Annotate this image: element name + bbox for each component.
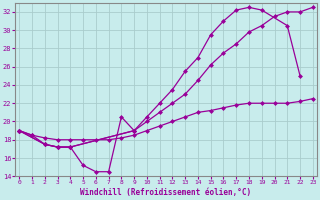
X-axis label: Windchill (Refroidissement éolien,°C): Windchill (Refroidissement éolien,°C) <box>80 188 252 197</box>
